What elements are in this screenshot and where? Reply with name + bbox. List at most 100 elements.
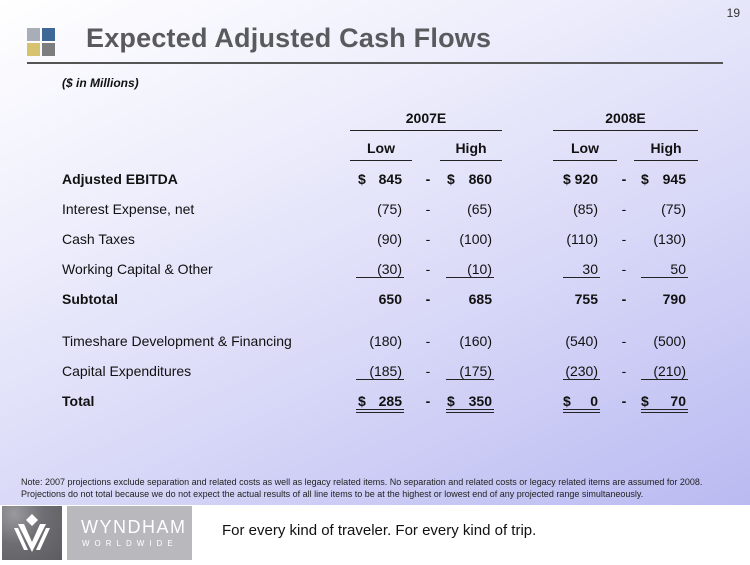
table-cell: (540) — [565, 333, 598, 349]
table-cell: (160) — [459, 333, 492, 349]
table-cell: (30) — [377, 261, 402, 277]
slide-background — [0, 0, 750, 505]
table-cell: (110) — [566, 231, 598, 247]
row-label: Working Capital & Other — [62, 261, 213, 277]
footnote-line-2: Projections do not total because we do n… — [21, 489, 644, 499]
double-underline — [356, 409, 404, 413]
subheader-2007-high: High — [455, 140, 487, 156]
double-underline — [563, 409, 600, 413]
table-cell: 650 — [378, 291, 402, 307]
single-underline — [356, 277, 404, 278]
table-cell: 845 — [378, 171, 402, 187]
table-cell: (75) — [661, 201, 686, 217]
currency-symbol: $ — [447, 171, 455, 187]
table-cell: (65) — [467, 201, 492, 217]
table-cell: (85) — [573, 201, 598, 217]
range-dash: - — [425, 261, 431, 277]
subheader-rule — [440, 160, 502, 161]
double-underline — [641, 409, 688, 413]
table-cell: (500) — [653, 333, 686, 349]
logo-square-dark — [42, 43, 55, 56]
table-cell: (75) — [377, 201, 402, 217]
wyndham-wordmark: WYNDHAM WORLDWIDE — [67, 506, 192, 560]
row-label: Timeshare Development & Financing — [62, 333, 292, 349]
subheader-2007-low: Low — [367, 140, 395, 156]
wyndham-logo-mark — [2, 506, 62, 560]
table-cell: 50 — [670, 261, 686, 277]
year-rule-2008 — [553, 130, 698, 131]
currency-symbol: $ — [563, 171, 571, 187]
page-title: Expected Adjusted Cash Flows — [86, 23, 492, 53]
range-dash: - — [621, 363, 627, 379]
subheader-2008-high: High — [650, 140, 682, 156]
subheader-rule — [553, 160, 617, 161]
row-label: Total — [62, 393, 95, 409]
currency-symbol: $ — [641, 171, 649, 187]
range-dash: - — [425, 291, 431, 307]
row-label: Subtotal — [62, 291, 118, 307]
single-underline — [641, 277, 688, 278]
table-cell: (185) — [369, 363, 402, 379]
currency-symbol: $ — [358, 393, 366, 409]
table-cell: (180) — [369, 333, 402, 349]
single-underline — [446, 379, 494, 380]
table-cell: 920 — [574, 171, 598, 187]
table-cell: (130) — [653, 231, 686, 247]
year-rule-2007 — [350, 130, 502, 131]
currency-symbol: $ — [447, 393, 455, 409]
year-header-2008: 2008E — [605, 110, 646, 126]
title-divider — [27, 62, 723, 64]
table-cell: (90) — [377, 231, 402, 247]
page-number: 19 — [726, 6, 740, 20]
range-dash: - — [621, 333, 627, 349]
table-cell: 350 — [468, 393, 492, 409]
range-dash: - — [621, 231, 627, 247]
range-dash: - — [425, 201, 431, 217]
row-label: Interest Expense, net — [62, 201, 195, 217]
currency-symbol: $ — [563, 393, 571, 409]
range-dash: - — [425, 231, 431, 247]
logo-square-blue — [42, 28, 55, 41]
single-underline — [356, 379, 404, 380]
footnote: Note: 2007 projections exclude separatio… — [21, 476, 702, 500]
table-cell: 685 — [468, 291, 492, 307]
brand-name: WYNDHAM — [81, 517, 187, 537]
units-note: ($ in Millions) — [62, 76, 139, 90]
single-underline — [641, 379, 688, 380]
row-label: Capital Expenditures — [62, 363, 192, 379]
year-header-2007: 2007E — [405, 110, 447, 126]
single-underline — [563, 277, 600, 278]
range-dash: - — [425, 363, 431, 379]
table-cell: (175) — [459, 363, 492, 379]
corporate-squares-icon — [27, 28, 56, 57]
table-cell: (210) — [653, 363, 686, 379]
table-cell: 755 — [574, 291, 598, 307]
single-underline — [446, 277, 494, 278]
tagline: For every kind of traveler. For every ki… — [222, 522, 537, 539]
wyndham-emblem-icon — [14, 514, 50, 552]
table-cell: 285 — [378, 393, 402, 409]
table-cell: 0 — [590, 393, 598, 409]
subheader-rule — [350, 160, 412, 161]
logo-square-gold — [27, 43, 40, 56]
row-label: Adjusted EBITDA — [62, 171, 178, 187]
range-dash: - — [621, 201, 627, 217]
table-cell: 945 — [662, 171, 686, 187]
table-cell: (100) — [459, 231, 492, 247]
range-dash: - — [621, 393, 627, 409]
subheader-2008-low: Low — [571, 140, 599, 156]
currency-symbol: $ — [641, 393, 649, 409]
subheader-rule — [634, 160, 698, 161]
currency-symbol: $ — [358, 171, 366, 187]
row-label: Cash Taxes — [62, 231, 135, 247]
table-cell: (10) — [467, 261, 492, 277]
range-dash: - — [425, 171, 431, 187]
table-cell: 790 — [662, 291, 686, 307]
logo-square-gray — [27, 28, 40, 41]
range-dash: - — [425, 333, 431, 349]
range-dash: - — [425, 393, 431, 409]
double-underline — [446, 409, 494, 413]
table-cell: 70 — [670, 393, 686, 409]
brand-subtitle: WORLDWIDE — [82, 539, 178, 548]
range-dash: - — [621, 261, 627, 277]
